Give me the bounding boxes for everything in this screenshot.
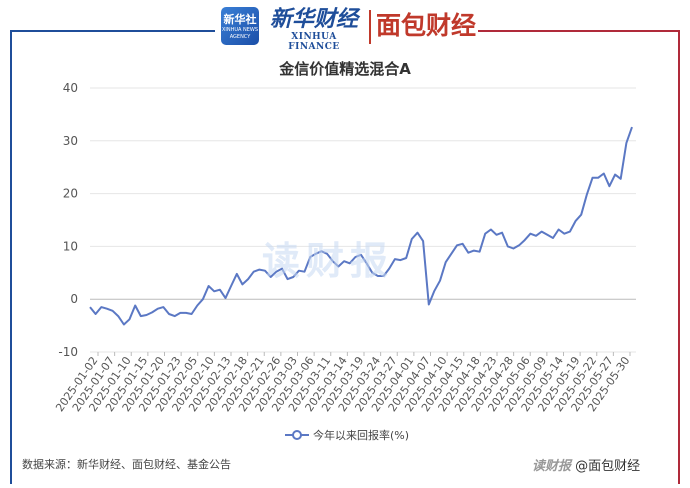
chart-title: 金信价值精选混合A [279, 60, 411, 78]
series-line [89, 126, 633, 326]
frame-top-left [10, 30, 215, 32]
xinhua-finance-brand: 新华财经 XINHUA FINANCE [264, 6, 364, 52]
frame-right-edge [678, 30, 680, 484]
frame-top-right [478, 30, 680, 32]
credit-handle: @面包财经 [575, 459, 641, 474]
xinhua-logo: 新华社 XINHUA NEWS AGENCY [221, 7, 259, 45]
y-tick-label: 40 [63, 81, 78, 95]
data-source: 数据来源：新华财经、面包财经、基金公告 [22, 458, 231, 471]
chart-legend: 今年以来回报率(%) [285, 427, 409, 443]
brand-divider [369, 10, 371, 44]
partner-brand: 面包财经 [376, 11, 477, 40]
legend-label: 今年以来回报率(%) [313, 429, 410, 442]
y-tick-label: 30 [63, 134, 78, 148]
frame-left-edge [10, 30, 12, 484]
brand-cn: 新华财经 [269, 6, 358, 32]
y-tick-label: 10 [63, 239, 78, 253]
y-tick-label: 0 [70, 292, 78, 306]
credit-prefix: 读财报 [532, 459, 572, 474]
legend-marker-icon [285, 430, 309, 440]
logo-badge-en: XINHUA NEWS AGENCY [221, 27, 259, 40]
credit: 读财报 @面包财经 [532, 455, 640, 474]
logo-badge-cn: 新华社 [223, 13, 257, 26]
watermark: 读财报 [262, 239, 395, 283]
brand-en: XINHUA FINANCE [288, 32, 340, 52]
y-tick-label: 20 [63, 187, 78, 201]
y-tick-label: -10 [58, 345, 78, 359]
